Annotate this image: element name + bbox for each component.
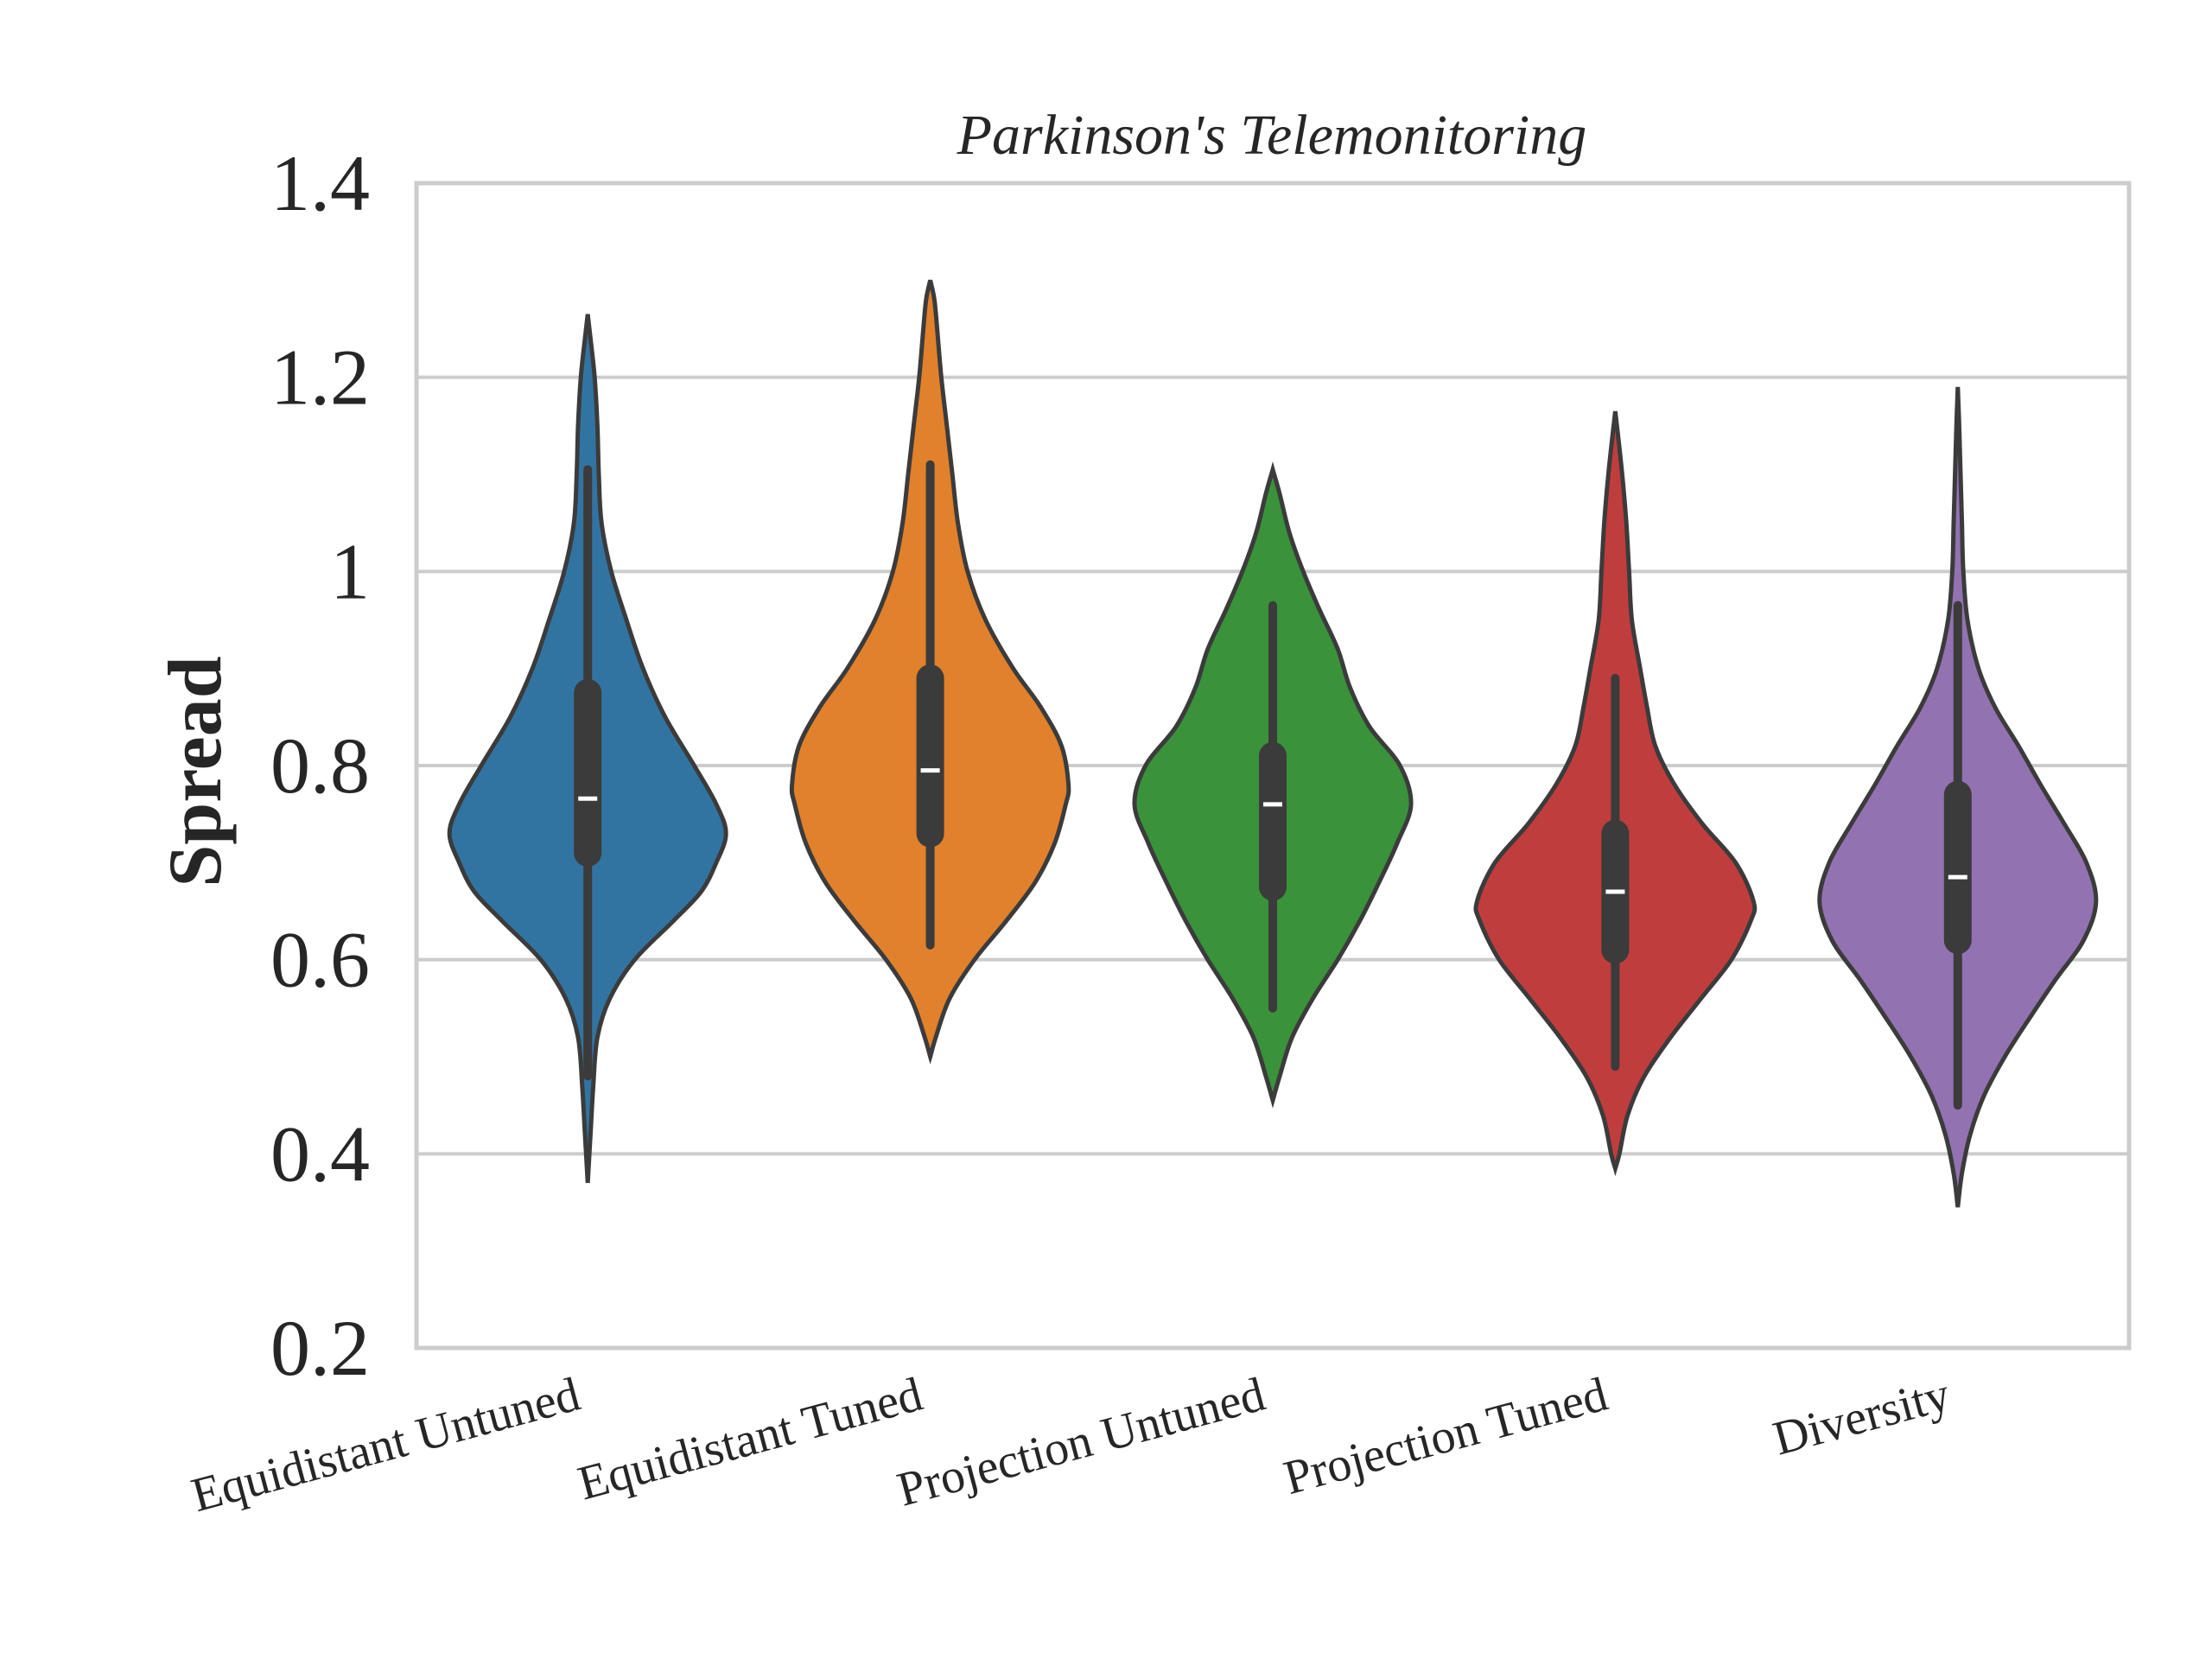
y-tick-label: 0.8	[270, 721, 370, 810]
violin-0	[447, 314, 728, 1184]
x-tick-label: Projection Untuned	[892, 1368, 1270, 1517]
y-tick-label: 0.6	[270, 916, 370, 1004]
y-tick-label: 1.4	[270, 139, 370, 227]
y-tick-label: 0.4	[270, 1109, 370, 1198]
x-tick-label: Diversity	[1768, 1368, 1955, 1466]
chart-title: Parkinson's Telemonitoring	[957, 104, 1587, 167]
y-axis-label: Spread	[154, 656, 238, 887]
violin-3	[1473, 410, 1758, 1177]
violin-1	[789, 279, 1071, 1065]
x-tick-label: Equidistant Untuned	[186, 1368, 585, 1522]
plot-frame	[414, 181, 2132, 1351]
x-tick-label: Equidistant Tuned	[573, 1368, 928, 1511]
violin-4	[1817, 386, 2099, 1208]
y-tick-label: 1	[330, 527, 370, 615]
y-axis-ticks: 0.2 0.4 0.6 0.8 1 1.2 1.4	[270, 139, 370, 1392]
violins	[447, 279, 2099, 1208]
x-tick-label: Projection Tuned	[1279, 1368, 1613, 1505]
y-tick-label: 1.2	[270, 334, 370, 422]
violin-2	[1132, 461, 1414, 1109]
y-tick-label: 0.2	[270, 1304, 370, 1392]
